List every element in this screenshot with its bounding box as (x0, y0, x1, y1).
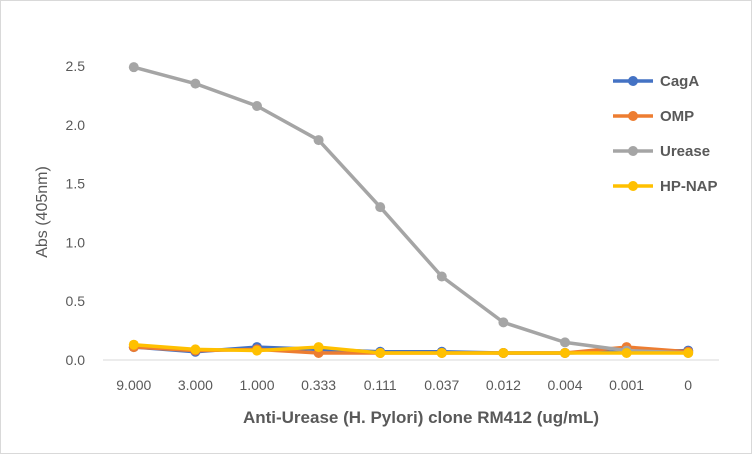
axes: 0.0 0.5 1.0 1.5 2.0 2.5 9.000 3.000 1.000 0.333 0.… (66, 58, 719, 393)
y-tick-label: 2.5 (66, 58, 86, 74)
data-point-hp-nap (252, 345, 262, 356)
data-point-urease (313, 135, 324, 146)
x-tick-label: 0.012 (486, 377, 521, 393)
data-point-urease (252, 100, 262, 111)
data-point-hp-nap (621, 347, 632, 358)
x-tick-label: 9.000 (116, 377, 151, 393)
legend-label: OMP (660, 108, 694, 125)
x-tick-label: 1.000 (239, 377, 274, 393)
x-tick-label: 0.111 (364, 377, 397, 393)
legend-swatch-marker (628, 111, 638, 121)
legend-item-omp: OMP (613, 108, 694, 125)
legend-swatch-marker (628, 146, 638, 156)
series-line-hp-nap (132, 342, 690, 355)
data-point-hp-nap (498, 347, 509, 358)
legend-item-hp-nap: HP-NAP (613, 178, 718, 195)
data-point-urease (436, 271, 447, 282)
data-point-urease (375, 202, 386, 213)
data-point-urease (128, 62, 139, 73)
legend-item-urease: Urease (613, 143, 710, 160)
x-axis-label: Anti-Urease (H. Pylori) clone RM412 (ug/… (243, 408, 599, 427)
data-point-hp-nap (313, 342, 324, 353)
x-tick-label: 0 (684, 377, 692, 393)
data-point-urease (560, 337, 570, 348)
data-point-hp-nap (683, 347, 694, 358)
data-point-hp-nap (190, 344, 201, 355)
series-hp-nap (128, 339, 694, 358)
y-tick-label: 2.0 (66, 117, 86, 133)
data-point-hp-nap (375, 347, 386, 358)
x-tick-label: 0.333 (301, 377, 336, 393)
legend-swatch-marker (628, 76, 638, 86)
series-line-urease (132, 65, 690, 355)
data-point-hp-nap (128, 339, 139, 350)
legend-label: CagA (660, 73, 699, 90)
series-urease (128, 62, 694, 358)
x-tick-label: 0.037 (424, 377, 459, 393)
data-point-urease (498, 317, 509, 328)
legend-swatch-marker (628, 181, 638, 191)
y-tick-label: 1.0 (66, 234, 86, 250)
y-axis-label: Abs (405nm) (34, 166, 51, 258)
legend-label: HP-NAP (660, 178, 718, 195)
data-point-urease (190, 78, 201, 89)
legend: CagA OMP Urease HP-NAP (613, 73, 718, 195)
series-layer (128, 62, 694, 358)
x-tick-label: 0.001 (609, 377, 644, 393)
x-tick-label: 3.000 (178, 377, 213, 393)
data-point-hp-nap (560, 347, 570, 358)
y-tick-label: 1.5 (66, 176, 86, 192)
y-tick-label: 0.5 (66, 293, 86, 309)
legend-item-caga: CagA (613, 73, 699, 90)
y-tick-label: 0.0 (66, 352, 86, 368)
legend-label: Urease (660, 143, 710, 160)
x-tick-label: 0.004 (547, 377, 582, 393)
data-point-hp-nap (436, 347, 447, 358)
